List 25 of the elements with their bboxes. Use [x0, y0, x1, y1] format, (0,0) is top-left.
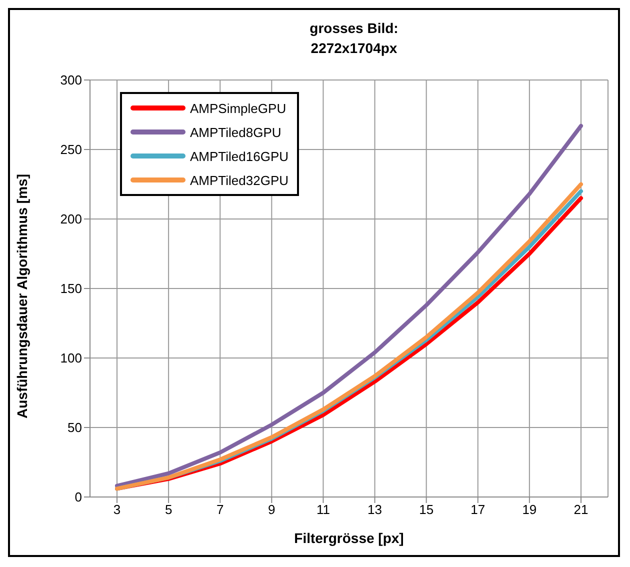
x-axis-title: Filtergrösse [px] — [294, 530, 404, 546]
y-tick-label: 100 — [60, 350, 82, 366]
y-tick-label: 150 — [60, 281, 82, 296]
x-tick-label: 11 — [316, 502, 330, 518]
legend-label: AMPTiled32GPU — [190, 172, 288, 188]
x-tick-label: 3 — [113, 502, 121, 518]
x-tick-label: 7 — [216, 502, 224, 518]
line-series — [115, 124, 583, 488]
x-tick-label: 19 — [522, 502, 537, 518]
x-tick-label: 17 — [470, 502, 486, 518]
legend-label: AMPTiled8GPU — [190, 124, 282, 140]
x-tick-label: 13 — [368, 502, 382, 518]
legend-label: AMPTiled16GPU — [190, 148, 288, 164]
x-tick-label: 9 — [268, 502, 276, 518]
y-tick-label: 300 — [60, 72, 82, 88]
legend-label: AMPSimpleGPU — [190, 100, 286, 116]
chart-title: grosses Bild: 2272x1704px — [308, 19, 400, 58]
y-tick-label: 200 — [60, 212, 82, 227]
x-tick-label: 15 — [419, 502, 434, 518]
y-axis-title: Ausführungsdauer Algorithmus [ms] — [14, 174, 30, 418]
y-tick-label: 250 — [60, 142, 82, 158]
x-tick-label: 5 — [164, 502, 172, 518]
y-tick-label: 0 — [74, 490, 82, 505]
y-tick-label: 50 — [68, 420, 82, 436]
x-tick-label: 21 — [574, 502, 588, 518]
